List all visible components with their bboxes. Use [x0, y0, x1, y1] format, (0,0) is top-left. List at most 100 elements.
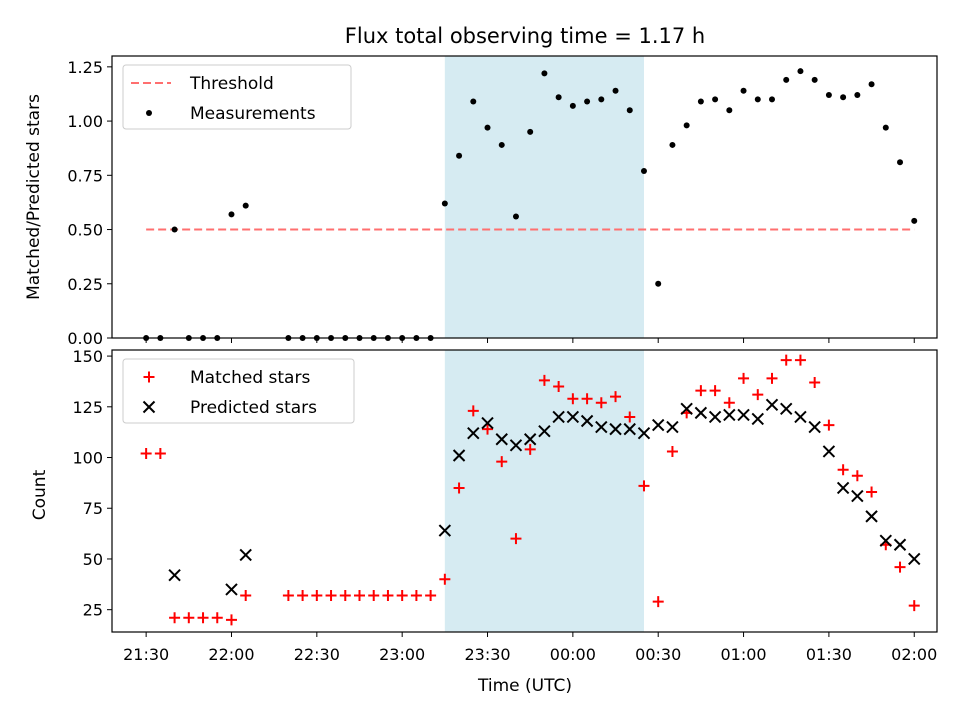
predicted-star-point [794, 410, 807, 424]
measurement-point [498, 141, 505, 148]
matched-star-point [780, 354, 792, 366]
matched-star-point [866, 486, 878, 498]
predicted-star-point [552, 410, 565, 424]
x-tick-label: 01:30 [806, 645, 852, 664]
measurement-point [441, 200, 448, 207]
y-tick-label: 0.50 [67, 221, 103, 240]
panel-frame [111, 349, 938, 633]
y-tick-label: 1.00 [67, 112, 103, 131]
legend-label: Matched stars [190, 368, 310, 388]
x-tick-label: 00:00 [550, 645, 596, 664]
predicted-star-point [566, 410, 580, 424]
measurement-point [840, 94, 847, 101]
matched-star-point [652, 596, 664, 608]
y-tick-label: 0.25 [67, 275, 103, 294]
matched-star-point [894, 561, 906, 573]
matched-star-point [638, 480, 650, 492]
matched-star-point [723, 397, 735, 409]
predicted-star-point [708, 410, 722, 424]
predicted-star-point [509, 439, 523, 452]
matched-star-point [809, 376, 821, 388]
matched-star-point [297, 589, 309, 601]
matched-star-point [410, 589, 422, 601]
matched-star-point [851, 470, 863, 482]
predicted-star-point [651, 418, 665, 432]
y-tick-label: 125 [72, 398, 103, 417]
y-tick-label: 150 [72, 347, 103, 366]
matched-star-point [325, 589, 337, 601]
x-tick-label: 01:00 [720, 645, 766, 664]
predicted-star-point [893, 538, 907, 551]
measurement-point [470, 98, 477, 105]
predicted-star-point [168, 568, 181, 582]
x-tick-label: 00:30 [635, 645, 681, 664]
x-tick-label: 23:00 [379, 645, 425, 664]
predicted-star-point [609, 422, 622, 436]
panel-1-series [143, 68, 918, 341]
measurement-point [456, 152, 463, 159]
legend-marker-predicted [142, 400, 156, 414]
matched-star-point [738, 372, 750, 384]
predicted-star-point [595, 420, 608, 434]
predicted-star-point [438, 524, 452, 537]
matched-star-point [282, 589, 294, 601]
predicted-star-point [865, 510, 878, 523]
matched-star-point [837, 464, 849, 476]
matched-star-point [169, 612, 181, 624]
matched-star-point [396, 589, 408, 601]
measurement-point [655, 280, 662, 287]
predicted-star-point [538, 424, 551, 438]
matched-star-point [140, 447, 152, 459]
x-tick-label: 22:30 [294, 645, 340, 664]
matched-star-point [183, 612, 195, 624]
measurement-point [512, 213, 519, 220]
measurement-point [868, 81, 875, 88]
y-tick-label: 75 [83, 499, 103, 518]
measurement-point [897, 159, 904, 166]
measurement-point [484, 124, 491, 131]
predicted-star-point [225, 583, 238, 596]
matched-star-point [908, 600, 920, 612]
predicted-star-point [822, 445, 836, 458]
measurement-point [712, 96, 719, 103]
matched-star-point [240, 589, 252, 601]
predicted-star-point [808, 420, 821, 434]
matched-star-point [766, 372, 778, 384]
predicted-star-point [452, 449, 466, 462]
matched-star-point [197, 612, 209, 624]
matched-star-point [538, 374, 550, 386]
y-tick-label: 0.75 [67, 166, 103, 185]
matched-star-point [752, 389, 764, 401]
top-y-axis-label: Matched/Predicted stars [24, 94, 44, 300]
matched-star-point [225, 614, 237, 626]
matched-star-point [453, 482, 465, 494]
predicted-star-point [523, 433, 537, 446]
y-tick-label: 50 [83, 550, 103, 569]
measurement-point [527, 128, 534, 135]
measurement-point [825, 92, 832, 99]
predicted-star-point [751, 412, 764, 426]
measurement-point [783, 76, 790, 83]
measurement-point [228, 211, 235, 218]
legend-marker-matched [143, 371, 155, 383]
measurement-point [754, 96, 761, 103]
predicted-star-point [580, 414, 594, 428]
predicted-star-point [780, 402, 793, 416]
matched-star-point [595, 397, 607, 409]
legend-box [122, 358, 355, 424]
predicted-star-point [239, 548, 252, 562]
measurement-point [811, 76, 818, 83]
predicted-star-point [495, 433, 508, 446]
matched-star-point [154, 447, 166, 459]
measurement-point [569, 102, 576, 109]
measurement-point [626, 107, 633, 114]
measurement-point [911, 217, 918, 224]
measurement-point [697, 98, 704, 105]
y-tick-label: 0.00 [67, 329, 103, 348]
predicted-star-point [737, 408, 750, 422]
matched-star-point [368, 589, 380, 601]
matched-star-point [339, 589, 351, 601]
highlight-window [444, 350, 644, 632]
